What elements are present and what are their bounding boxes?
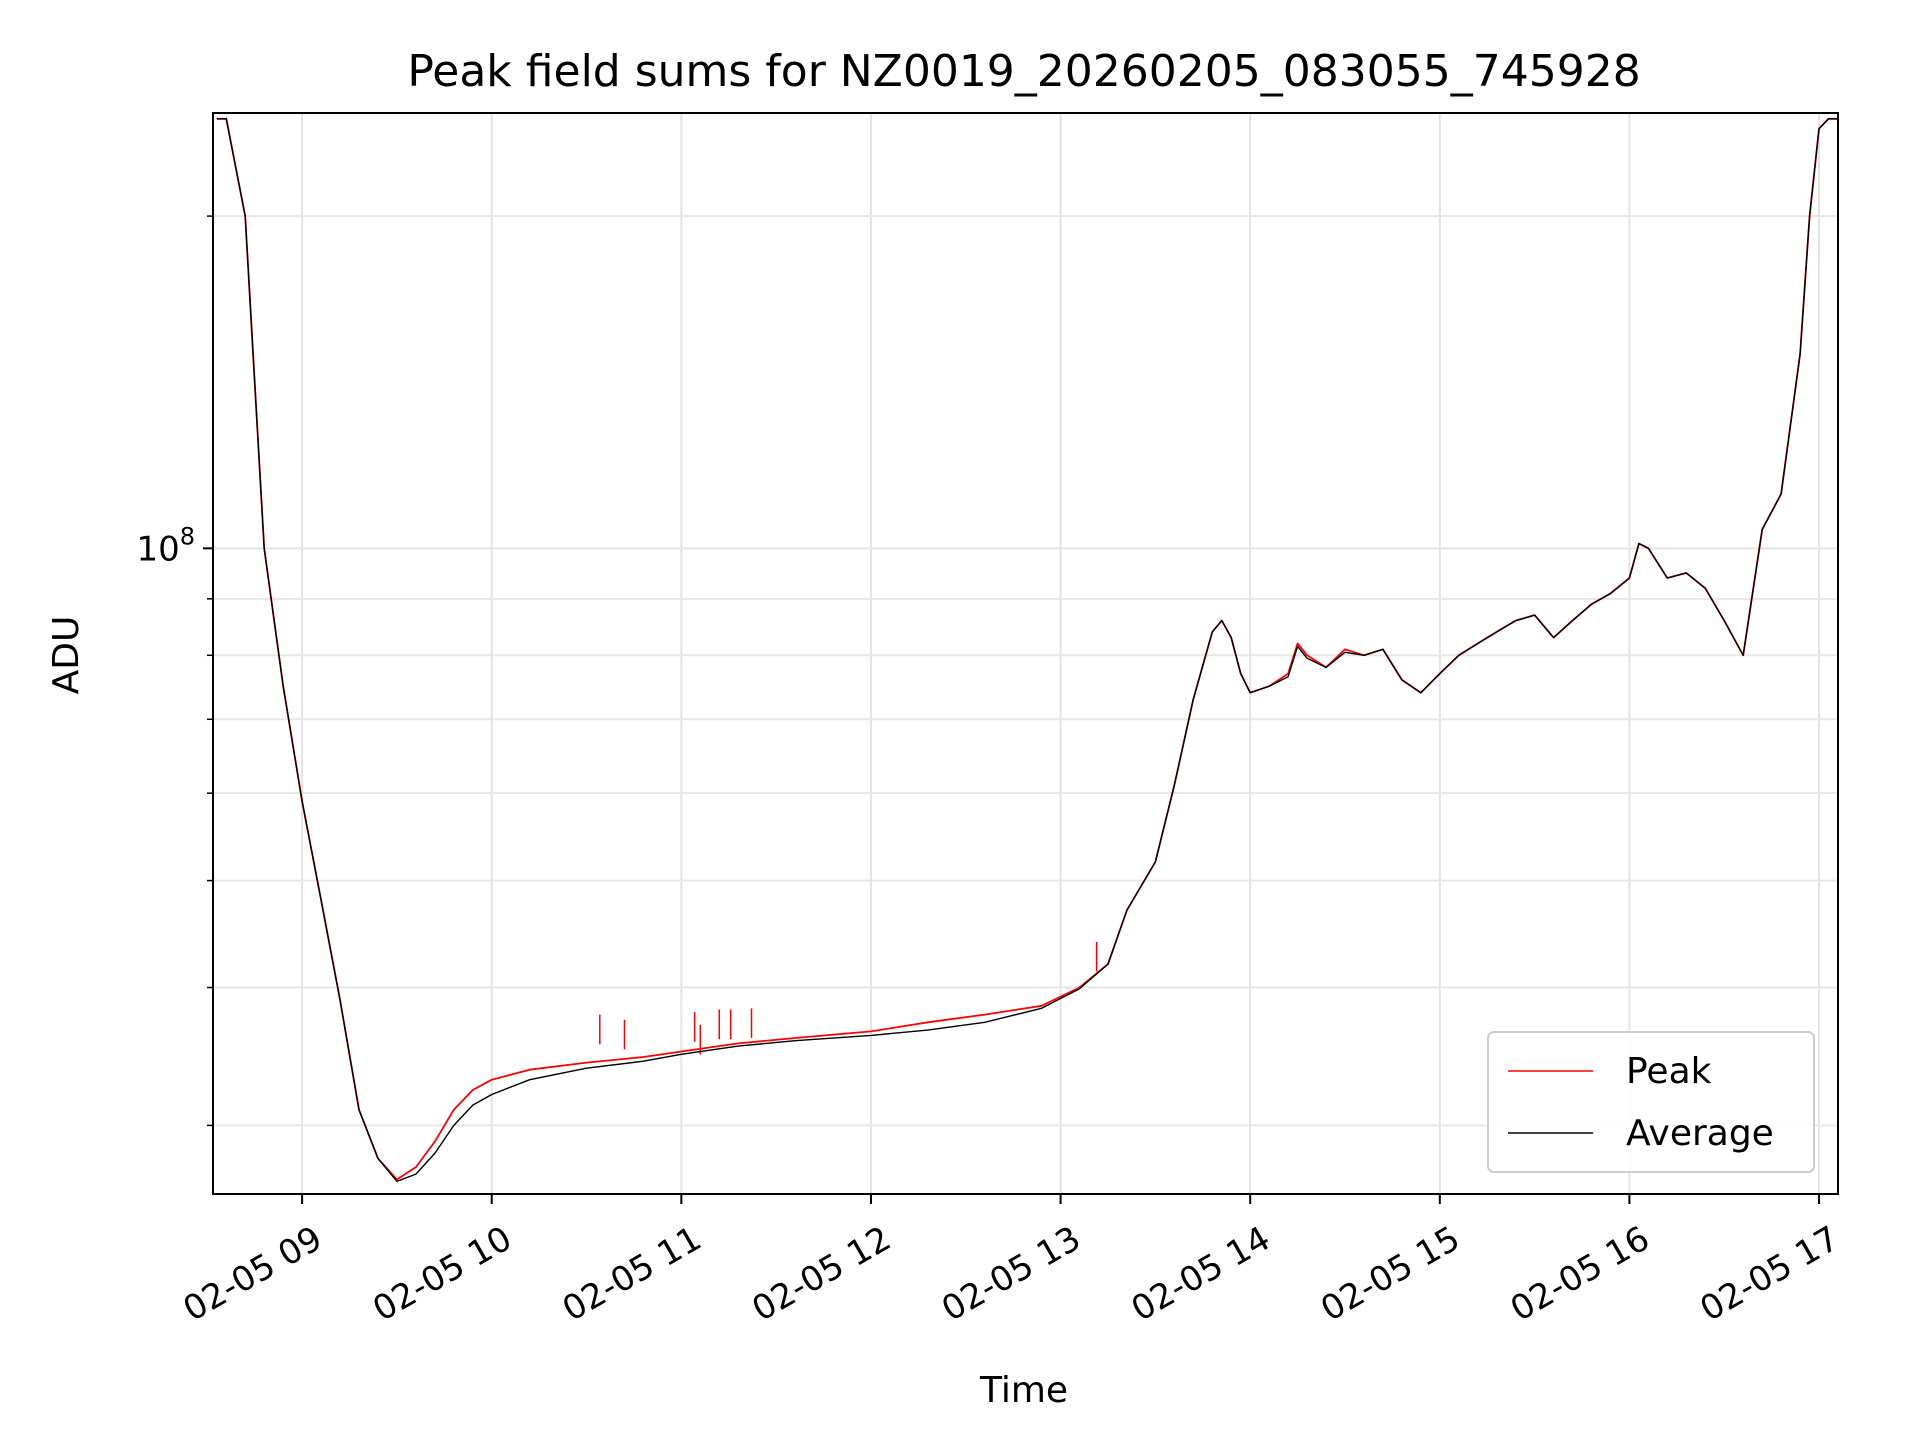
x-tick-label: 02-05 13	[935, 1219, 1087, 1330]
x-tick-label: 02-05 11	[556, 1219, 708, 1330]
series-layer	[216, 117, 1838, 1182]
legend-average-label: Average	[1626, 1113, 1774, 1154]
legend: Peak Average	[1487, 1031, 1815, 1173]
grid-lines	[213, 113, 1838, 1194]
x-tick-label: 02-05 10	[366, 1219, 518, 1330]
y-tick-label: 108	[136, 522, 195, 569]
x-axis-label: Time	[979, 1370, 1068, 1411]
legend-peak-label: Peak	[1626, 1051, 1712, 1092]
plot-frame	[212, 112, 1839, 1195]
chart-title: Peak field sums for NZ0019_20260205_0830…	[407, 46, 1640, 97]
x-tick-label: 02-05 17	[1694, 1219, 1846, 1330]
y-axis-label: ADU	[46, 616, 87, 695]
peak-series-line	[216, 117, 1838, 1181]
x-tick-label: 02-05 16	[1504, 1219, 1656, 1330]
x-tick-label: 02-05 12	[745, 1219, 897, 1330]
average-series-line	[216, 118, 1838, 1182]
x-tick-label: 02-05 09	[177, 1219, 329, 1330]
x-tick-label: 02-05 14	[1125, 1219, 1277, 1330]
legend-box	[1487, 1031, 1815, 1173]
x-tick-label: 02-05 15	[1314, 1219, 1466, 1330]
